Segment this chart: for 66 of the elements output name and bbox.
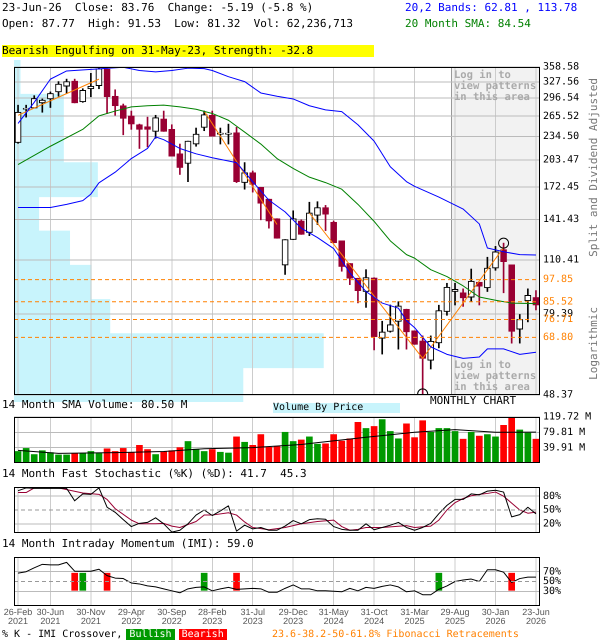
ref-line-label: 76.71 xyxy=(543,314,574,326)
y-tick-label: 70% xyxy=(543,566,562,578)
text: Logarithmic xyxy=(587,307,600,380)
bar xyxy=(370,426,378,463)
y-tick-label: 39.91 M xyxy=(543,442,586,454)
x-tick-label: 30-Sep 2022 xyxy=(157,606,186,626)
y-tick-label: 265.52 xyxy=(543,110,580,122)
text: Bearish Engulfing on 31-May-23, Strength: -32.8 xyxy=(2,44,374,57)
ref-line-label: 68.80 xyxy=(543,332,574,343)
text: 14 Month SMA Volume: 80.50 M xyxy=(2,398,188,411)
y-tick-label: 48.37 xyxy=(543,390,574,401)
y-tick-label: 172.45 xyxy=(543,181,580,192)
x-tick-label: 31-Jul 2023 xyxy=(240,606,265,626)
x-tick-label: 31-Mar 2025 xyxy=(400,606,429,626)
y-tick-label: 358.58 xyxy=(543,62,580,73)
x-tick-label: 23-Jun 2026 xyxy=(522,606,550,626)
text: 20,2 Bands: 62.81 , 113.78 xyxy=(405,1,578,14)
x-tick-label: 29-Aug 2025 xyxy=(440,606,470,626)
y-tick-label: 141.43 xyxy=(543,214,580,225)
y-tick-label: 110.41 xyxy=(543,254,580,266)
y-tick-label: 80% xyxy=(543,490,562,502)
y-tick-label: 79.81 M xyxy=(543,426,586,438)
x-tick-label: 30-Jan 2026 xyxy=(482,606,510,626)
y-tick-label: 327.56 xyxy=(543,76,580,88)
text: 23.6-38.2-50-61.8% Fibonacci Retracements xyxy=(272,629,519,640)
bar xyxy=(476,436,483,463)
y-tick-label: 119.72 M xyxy=(543,412,592,423)
text: 20 Month SMA: 84.54 xyxy=(405,17,531,30)
chart-title: 14 Month Intraday Momentum (IMI): 59.0 xyxy=(2,537,254,550)
x-tick-label: 29-Dec 2023 xyxy=(278,606,308,626)
text: Volume By Price xyxy=(273,402,400,413)
x-tick-label: 30-Jun 2021 xyxy=(36,606,64,626)
ref-line-label: 97.85 xyxy=(543,274,574,286)
chart-subtitle: Open: 87.77 High: 91.53 Low: 81.32 Vol: 62,236,713 xyxy=(2,17,353,30)
y-axis-title: Split and Dividend Adjusted xyxy=(587,78,600,257)
y-tick-label: 296.54 xyxy=(543,92,580,104)
candlestick xyxy=(136,124,143,149)
annotation: MONTHLY CHART xyxy=(430,394,516,407)
bar xyxy=(468,432,475,463)
chart-title: 23-Jun-26 Close: 83.76 Change: -5.19 (-5.8 %) xyxy=(2,1,314,14)
ref-line-label: 85.52 xyxy=(543,296,574,308)
x-tick-label: 30-Nov 2021 xyxy=(76,606,106,626)
x-tick-label: 31-Oct 2024 xyxy=(360,606,388,626)
bar xyxy=(298,440,305,463)
chart-title: 14 Month Fast Stochastic (%K) (%D): 41.7 45.3 xyxy=(2,467,307,480)
text: Bearish xyxy=(178,629,227,640)
x-tick-label: 31-May 2024 xyxy=(318,606,350,626)
annotation: Log in to view patterns in this area xyxy=(454,359,538,393)
x-tick-label: 26-Feb 2021 xyxy=(4,606,32,626)
bar xyxy=(208,449,216,463)
candlestick xyxy=(452,282,458,306)
bar xyxy=(233,436,240,463)
y-tick-label: 50% xyxy=(543,576,562,588)
bar xyxy=(460,438,466,463)
bar xyxy=(362,428,370,463)
y-tick-label: 20% xyxy=(543,518,562,530)
band-label: Log in to view patterns in this area xyxy=(454,69,538,103)
y-tick-label: 203.47 xyxy=(543,154,580,166)
y-tick-label: 50% xyxy=(543,504,562,516)
bar xyxy=(532,438,540,463)
y-tick-label: 30% xyxy=(543,586,562,597)
x-tick-label: 29-Apr 2022 xyxy=(118,606,145,626)
legend-title: % K - IMI Crossover, xyxy=(2,629,122,640)
x-tick-label: 28-Feb 2023 xyxy=(198,606,227,626)
text: Bullish xyxy=(126,629,175,640)
y-tick-label: 234.50 xyxy=(543,131,580,142)
